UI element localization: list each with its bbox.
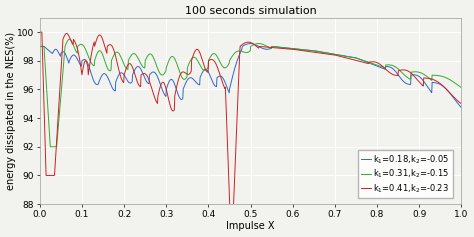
- Line: k$_1$=0.18,k$_2$=-0.05: k$_1$=0.18,k$_2$=-0.05: [40, 44, 461, 108]
- k$_1$=0.18,k$_2$=-0.05: [374, 64, 379, 67]
- Y-axis label: energy dissipated in the NES(%): energy dissipated in the NES(%): [6, 32, 16, 190]
- k$_1$=0.31,k$_2$=-0.15: [37, 45, 43, 48]
- k$_1$=0.41,k$_2$=-0.23: [223, 86, 228, 89]
- Line: k$_1$=0.41,k$_2$=-0.23: k$_1$=0.41,k$_2$=-0.23: [40, 32, 461, 237]
- k$_1$=0.18,k$_2$=-0.05: [223, 82, 228, 85]
- Legend: k$_1$=0.18,k$_2$=-0.05, k$_1$=0.31,k$_2$=-0.15, k$_1$=0.41,k$_2$=-0.23: k$_1$=0.18,k$_2$=-0.05, k$_1$=0.31,k$_2$…: [358, 150, 453, 198]
- k$_1$=0.18,k$_2$=-0.05: [366, 61, 372, 64]
- k$_1$=0.18,k$_2$=-0.05: [207, 75, 213, 77]
- k$_1$=0.31,k$_2$=-0.15: [47, 145, 53, 148]
- k$_1$=0.18,k$_2$=-0.05: [37, 45, 43, 48]
- k$_1$=0.41,k$_2$=-0.23: [207, 58, 213, 61]
- X-axis label: Impulse X: Impulse X: [226, 221, 275, 232]
- k$_1$=0.31,k$_2$=-0.15: [223, 66, 229, 69]
- k$_1$=0.31,k$_2$=-0.15: [81, 45, 86, 47]
- k$_1$=0.31,k$_2$=-0.15: [374, 64, 380, 66]
- k$_1$=0.41,k$_2$=-0.23: [327, 53, 332, 56]
- k$_1$=0.18,k$_2$=-0.05: [327, 52, 332, 55]
- k$_1$=0.31,k$_2$=-0.15: [458, 86, 464, 89]
- k$_1$=0.31,k$_2$=-0.15: [327, 52, 333, 55]
- k$_1$=0.31,k$_2$=-0.15: [366, 61, 372, 64]
- k$_1$=0.41,k$_2$=-0.23: [366, 61, 372, 64]
- k$_1$=0.18,k$_2$=-0.05: [80, 59, 86, 62]
- k$_1$=0.41,k$_2$=-0.23: [374, 61, 379, 64]
- k$_1$=0.18,k$_2$=-0.05: [458, 106, 464, 109]
- k$_1$=0.18,k$_2$=-0.05: [247, 42, 253, 45]
- k$_1$=0.41,k$_2$=-0.23: [458, 102, 464, 105]
- Line: k$_1$=0.31,k$_2$=-0.15: k$_1$=0.31,k$_2$=-0.15: [40, 39, 461, 147]
- k$_1$=0.31,k$_2$=-0.15: [208, 54, 214, 57]
- Title: 100 seconds simulation: 100 seconds simulation: [185, 5, 316, 16]
- k$_1$=0.31,k$_2$=-0.15: [66, 38, 72, 41]
- k$_1$=0.41,k$_2$=-0.23: [37, 31, 43, 33]
- k$_1$=0.41,k$_2$=-0.23: [80, 68, 86, 71]
